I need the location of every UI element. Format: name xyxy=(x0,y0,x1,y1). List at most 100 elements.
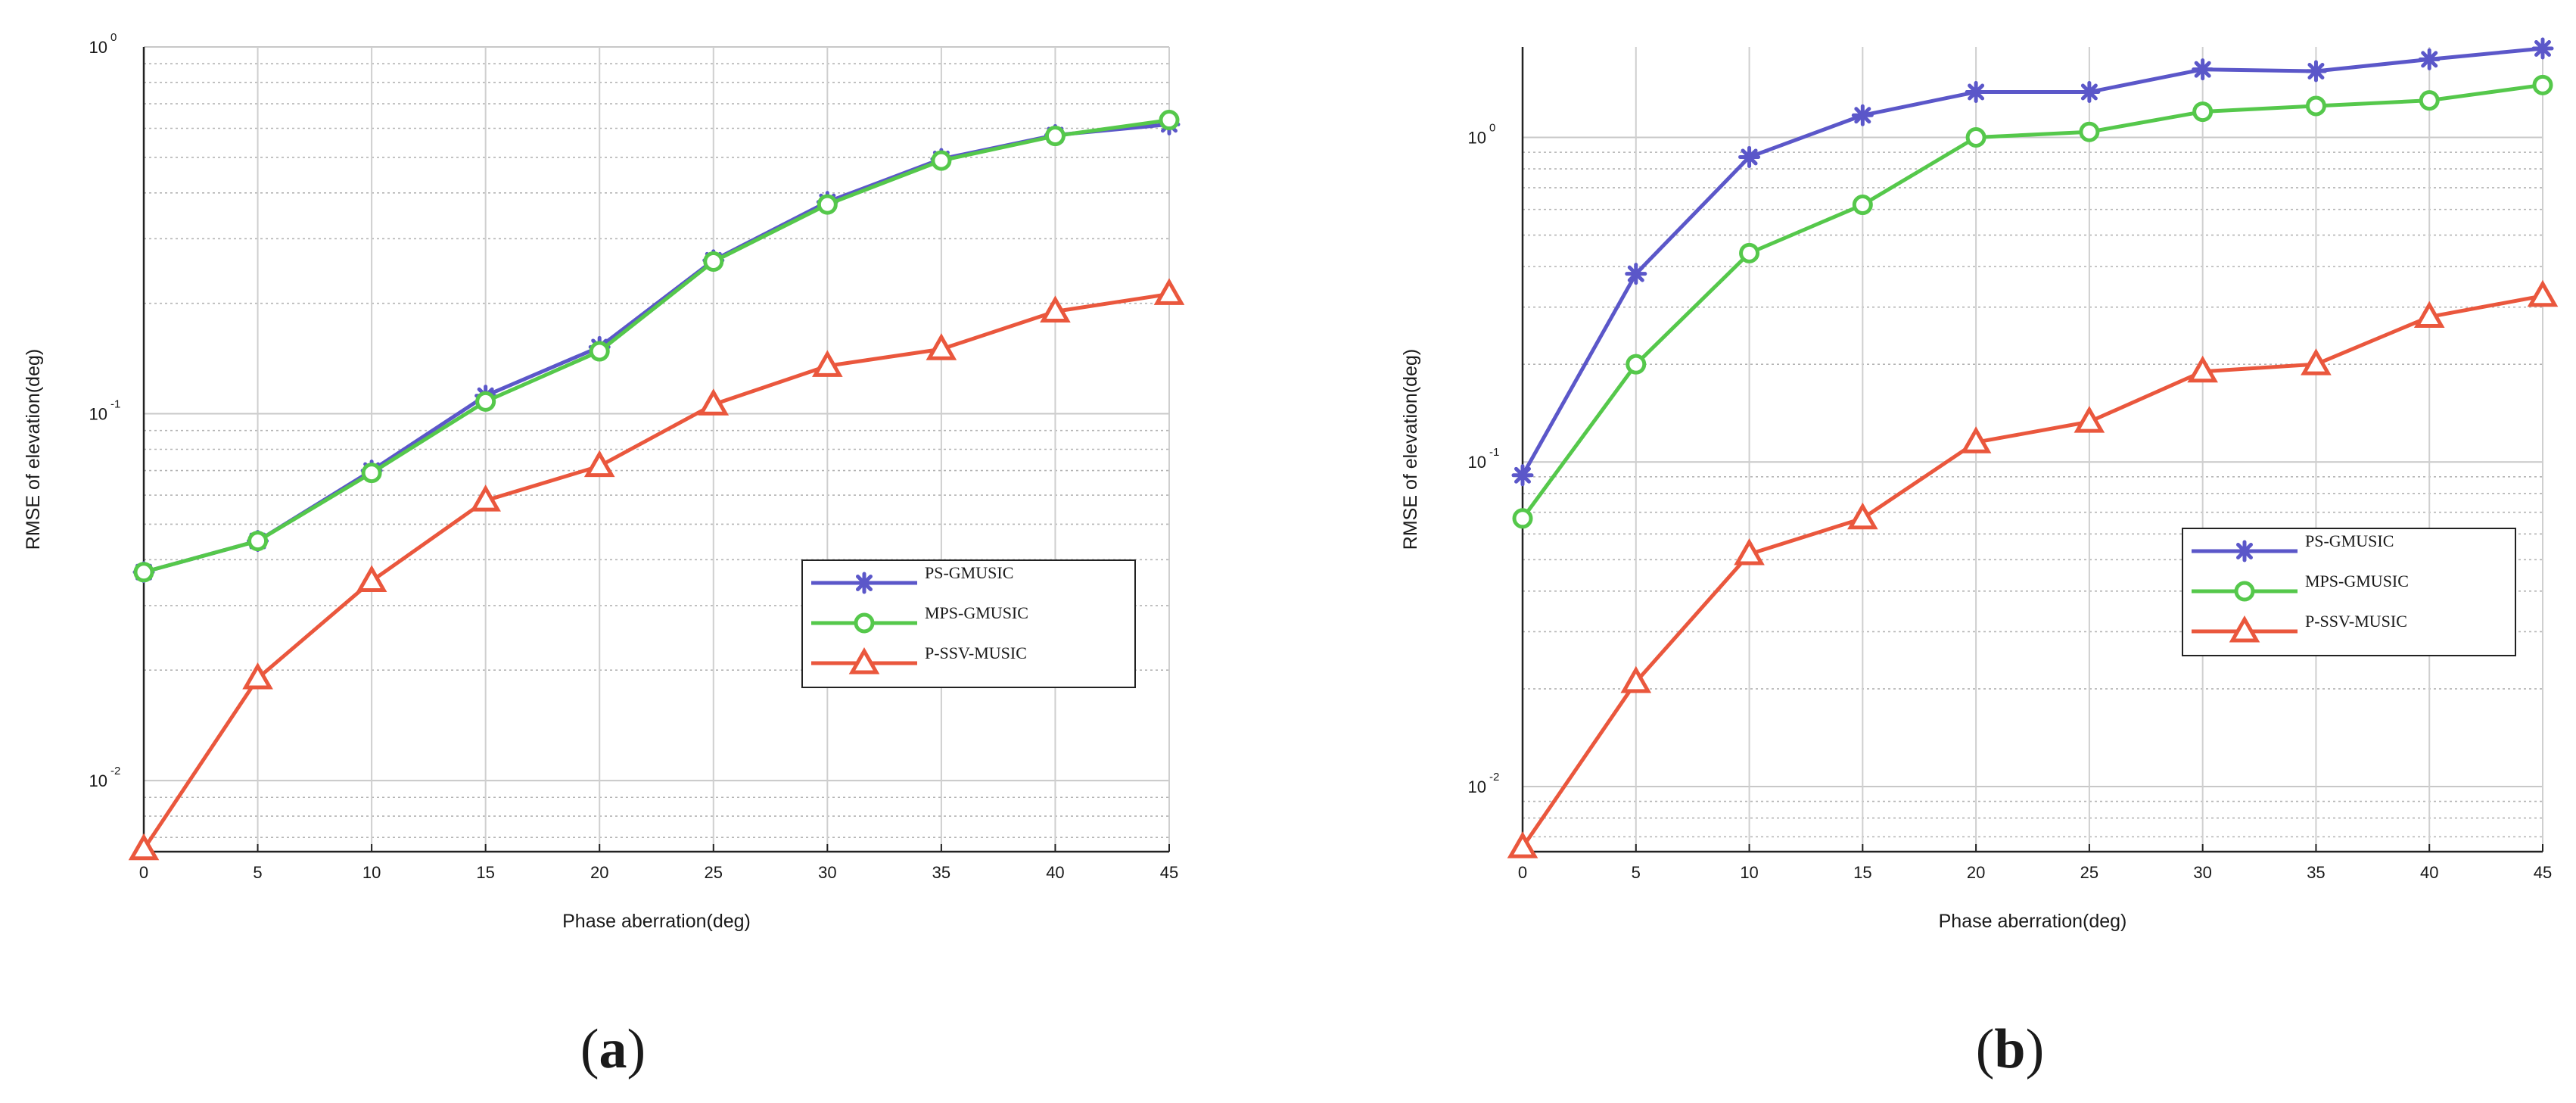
panel-label: (b) xyxy=(1976,1018,2044,1080)
legend-item: MPS-GMUSIC xyxy=(811,603,1028,634)
y-tick-exponent: -2 xyxy=(110,765,120,777)
series-mps-gmusic xyxy=(133,110,1180,583)
star-stroke xyxy=(2194,61,2211,78)
y-tick-exponent: -1 xyxy=(1489,446,1499,459)
legend-label: P-SSV-MUSIC xyxy=(925,643,1027,662)
y-tick-label: 10-2 xyxy=(89,765,121,790)
y-tick-base: 10 xyxy=(89,38,107,57)
series-line xyxy=(143,122,1170,575)
circle-marker xyxy=(1159,110,1180,131)
circle-marker xyxy=(1739,242,1760,263)
series-ps-gmusic xyxy=(132,113,1181,584)
x-tick-label: 40 xyxy=(2420,863,2438,882)
circle-marker xyxy=(931,150,952,171)
star-stroke xyxy=(2080,83,2098,101)
triangle-marker xyxy=(848,647,880,675)
circle-marker xyxy=(1044,126,1066,147)
series-mps-gmusic xyxy=(1512,74,2553,529)
circle-marker xyxy=(133,562,154,583)
star-marker xyxy=(853,572,876,594)
x-tick-label: 5 xyxy=(253,863,262,882)
star-marker xyxy=(1511,464,1534,487)
star-stroke xyxy=(2534,39,2551,57)
series-line xyxy=(1520,83,2543,520)
circle-marker xyxy=(854,612,875,634)
triangle-marker xyxy=(1507,831,1538,858)
circle-marker xyxy=(703,251,724,272)
triangle-marker xyxy=(1040,295,1071,322)
circle-marker xyxy=(1852,195,1873,216)
x-tick-label: 10 xyxy=(1740,863,1758,882)
panel-label-letter: b xyxy=(1994,1018,2025,1080)
triangle-marker xyxy=(2301,348,2332,375)
star-marker xyxy=(2192,58,2214,81)
triangle-marker xyxy=(356,565,387,592)
grid-lines xyxy=(143,46,1170,852)
triangle-marker xyxy=(2074,406,2105,433)
triangle-marker xyxy=(926,333,957,360)
star-stroke xyxy=(2421,51,2438,68)
star-marker xyxy=(2304,60,2327,83)
legend-label: MPS-GMUSIC xyxy=(925,603,1028,622)
panel-label-paren: ) xyxy=(627,1018,646,1080)
circle-marker xyxy=(475,391,496,412)
y-tick-exponent: 0 xyxy=(1489,122,1495,135)
y-tick-base: 10 xyxy=(1468,453,1486,472)
x-tick-label: 5 xyxy=(1632,863,1641,882)
star-stroke xyxy=(2236,543,2253,559)
x-tick-label: 25 xyxy=(705,863,723,882)
x-tick-label: 35 xyxy=(932,863,950,882)
circle-marker xyxy=(361,463,382,484)
panel-label-paren: ( xyxy=(580,1018,599,1080)
y-tick-exponent: 0 xyxy=(110,31,117,44)
star-stroke xyxy=(2307,63,2325,79)
triangle-marker xyxy=(1847,502,1878,530)
legend: PS-GMUSIC MPS-GMUSIC P-SSV-MUSIC xyxy=(2182,528,2516,656)
legend-item: P-SSV-MUSIC xyxy=(811,643,1027,675)
legend-label: PS-GMUSIC xyxy=(2305,531,2394,550)
star-stroke xyxy=(1627,265,1644,282)
y-tick-exponent: -1 xyxy=(110,398,120,411)
y-tick-exponent: -2 xyxy=(1489,771,1499,784)
triangle-marker xyxy=(698,388,730,416)
y-axis-label: RMSE of elevation(deg) xyxy=(1400,349,1421,550)
legend: PS-GMUSIC MPS-GMUSIC P-SSV-MUSIC xyxy=(801,559,1136,688)
star-marker xyxy=(1625,263,1647,285)
circle-marker xyxy=(1626,354,1647,375)
legend-label: MPS-GMUSIC xyxy=(2305,572,2409,590)
triangle-marker xyxy=(1153,278,1185,305)
y-tick-label: 10-2 xyxy=(1468,771,1500,796)
y-tick-base: 10 xyxy=(89,771,107,790)
star-stroke xyxy=(1514,466,1531,484)
triangle-marker xyxy=(812,350,843,377)
legend-item: MPS-GMUSIC xyxy=(2192,572,2409,602)
star-stroke xyxy=(1741,148,1758,166)
x-tick-label: 15 xyxy=(476,863,494,882)
triangle-marker xyxy=(2527,279,2559,307)
circle-marker xyxy=(2419,90,2440,111)
x-tick-label: 40 xyxy=(1046,863,1064,882)
x-tick-label: 0 xyxy=(1518,863,1527,882)
triangle-marker xyxy=(470,485,501,512)
triangle-marker xyxy=(1734,537,1765,566)
series-line xyxy=(1520,294,2543,849)
legend-item: P-SSV-MUSIC xyxy=(2192,612,2407,643)
star-marker xyxy=(2531,37,2554,60)
x-tick-label: 35 xyxy=(2307,863,2325,882)
x-axis-label: Phase aberration(deg) xyxy=(1939,911,2127,932)
panel-label-paren: ) xyxy=(2026,1018,2045,1080)
series-p-ssv-music xyxy=(1507,279,2559,858)
triangle-marker xyxy=(1620,665,1652,693)
x-tick-label: 30 xyxy=(2193,863,2211,882)
triangle-marker xyxy=(2229,615,2260,643)
x-tick-label: 0 xyxy=(139,863,148,882)
y-tick-label: 10-1 xyxy=(1468,446,1500,472)
panel-label-paren: ( xyxy=(1976,1018,1995,1080)
circle-marker xyxy=(1965,127,1986,148)
y-tick-base: 10 xyxy=(89,405,107,424)
panel-label-letter: a xyxy=(599,1018,627,1080)
x-tick-label: 20 xyxy=(1967,863,1985,882)
